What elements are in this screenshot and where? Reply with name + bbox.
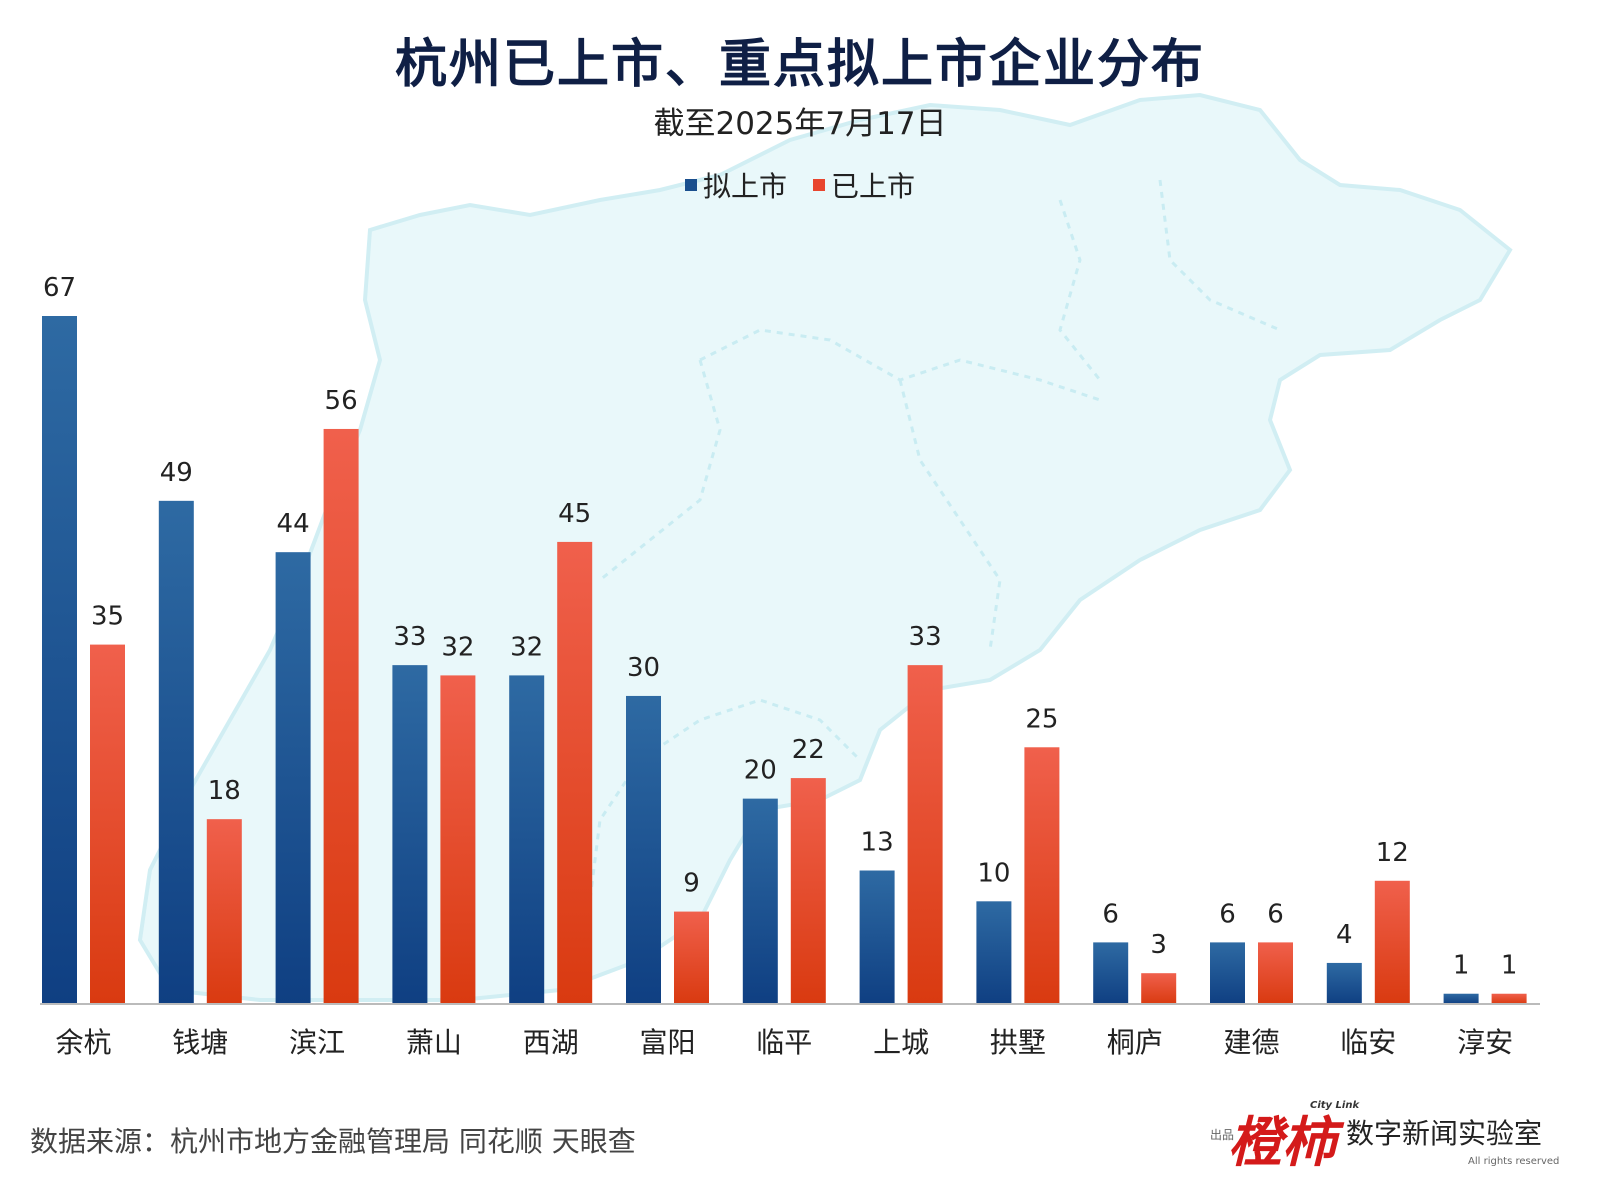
bar-planned-0 <box>42 316 77 1004</box>
data-label-listed-7: 33 <box>909 622 942 652</box>
data-label-planned-3: 33 <box>393 622 426 652</box>
data-label-planned-9: 6 <box>1102 899 1119 929</box>
data-source: 数据来源：杭州市地方金融管理局 同花顺 天眼查 <box>30 1125 636 1158</box>
category-label-10: 建德 <box>1223 1026 1279 1059</box>
category-label-5: 富阳 <box>639 1026 695 1059</box>
data-label-listed-6: 22 <box>792 735 825 765</box>
bar-listed-1 <box>206 819 242 1004</box>
legend-swatch-planned <box>684 179 697 191</box>
data-label-planned-10: 6 <box>1219 899 1236 929</box>
brand-rights: All rights reserved <box>1468 1156 1560 1167</box>
hangzhou-map-shape <box>137 92 1513 1002</box>
bar-listed-12 <box>1491 993 1527 1004</box>
data-label-planned-4: 32 <box>510 632 543 662</box>
data-label-planned-0: 67 <box>43 273 76 303</box>
category-label-2: 滨江 <box>289 1026 345 1059</box>
brand-block: 出品 橙柿 City Link 数字新闻实验室 All rights reser… <box>1210 1098 1590 1178</box>
bar-listed-10 <box>1258 942 1293 1004</box>
data-label-listed-10: 6 <box>1267 899 1284 929</box>
bar-listed-4 <box>557 541 593 1004</box>
data-label-listed-3: 32 <box>441 632 474 662</box>
bar-listed-5 <box>674 911 709 1004</box>
legend-swatch-listed <box>813 179 825 191</box>
data-label-planned-6: 20 <box>744 756 777 786</box>
bar-planned-3 <box>392 665 428 1004</box>
bars-layer <box>42 316 1527 1005</box>
data-label-listed-1: 18 <box>208 776 241 806</box>
category-label-11: 临安 <box>1340 1026 1396 1059</box>
data-label-planned-11: 4 <box>1336 920 1353 950</box>
data-label-listed-11: 12 <box>1376 838 1409 868</box>
data-label-listed-5: 9 <box>683 869 700 899</box>
category-label-12: 淳安 <box>1457 1026 1513 1059</box>
data-label-planned-8: 10 <box>977 858 1010 888</box>
category-label-4: 西湖 <box>523 1026 579 1059</box>
category-label-7: 上城 <box>873 1026 929 1059</box>
bar-planned-5 <box>626 695 661 1004</box>
category-label-8: 拱墅 <box>990 1026 1046 1059</box>
bar-listed-6 <box>790 778 826 1004</box>
data-label-planned-2: 44 <box>277 509 310 539</box>
bar-listed-2 <box>323 428 359 1005</box>
data-label-listed-12: 1 <box>1501 951 1518 981</box>
data-label-listed-8: 25 <box>1025 704 1058 734</box>
data-label-listed-9: 3 <box>1150 930 1167 960</box>
category-label-6: 临平 <box>756 1026 812 1059</box>
legend-label-listed: 已上市 <box>831 170 916 203</box>
bar-planned-1 <box>158 500 194 1004</box>
bar-listed-11 <box>1374 880 1410 1004</box>
brand-logo: 橙柿 <box>1228 1110 1336 1174</box>
brand-lab-name: 数字新闻实验室 <box>1346 1117 1543 1150</box>
bar-planned-4 <box>509 675 545 1004</box>
data-label-planned-7: 13 <box>861 828 894 858</box>
bar-listed-0 <box>90 644 125 1004</box>
bar-planned-10 <box>1210 942 1245 1004</box>
bar-listed-8 <box>1024 747 1060 1004</box>
chart-title: 杭州已上市、重点拟上市企业分布 <box>394 35 1205 95</box>
brand-citylink: City Link <box>1310 1100 1360 1111</box>
bar-planned-7 <box>859 870 895 1004</box>
bar-listed-3 <box>440 675 476 1004</box>
category-label-1: 钱塘 <box>172 1026 228 1059</box>
data-label-planned-1: 49 <box>160 458 193 488</box>
legend: 拟上市 已上市 <box>0 165 1600 205</box>
bar-planned-9 <box>1093 942 1129 1004</box>
bar-planned-12 <box>1443 993 1479 1004</box>
data-label-listed-4: 45 <box>558 499 591 529</box>
bar-planned-11 <box>1326 962 1362 1004</box>
chart-subtitle: 截至2025年7月17日 <box>653 106 947 142</box>
category-label-0: 余杭 <box>55 1026 111 1059</box>
legend-item-planned: 拟上市 <box>684 165 787 205</box>
data-label-listed-2: 56 <box>325 386 358 416</box>
bar-listed-9 <box>1141 973 1177 1004</box>
bar-planned-8 <box>976 901 1012 1004</box>
bar-planned-6 <box>742 798 778 1004</box>
bar-planned-2 <box>275 552 311 1004</box>
brand-publisher-label: 出品 <box>1210 1128 1235 1142</box>
category-label-3: 萧山 <box>406 1026 462 1059</box>
district-border-lines <box>558 179 1281 991</box>
labels-layer: 67 35 余杭 49 18 钱塘 44 56 滨江 33 32 萧山 32 45 西湖 30 9 富阳 20 22 临… <box>43 273 1517 1059</box>
legend-item-listed: 已上市 <box>813 165 915 205</box>
data-label-planned-5: 30 <box>627 653 660 683</box>
legend-label-planned: 拟上市 <box>702 170 787 203</box>
data-label-listed-0: 35 <box>91 602 124 632</box>
bar-listed-7 <box>907 665 943 1004</box>
data-label-planned-12: 1 <box>1453 951 1470 981</box>
category-label-9: 桐庐 <box>1107 1026 1163 1059</box>
